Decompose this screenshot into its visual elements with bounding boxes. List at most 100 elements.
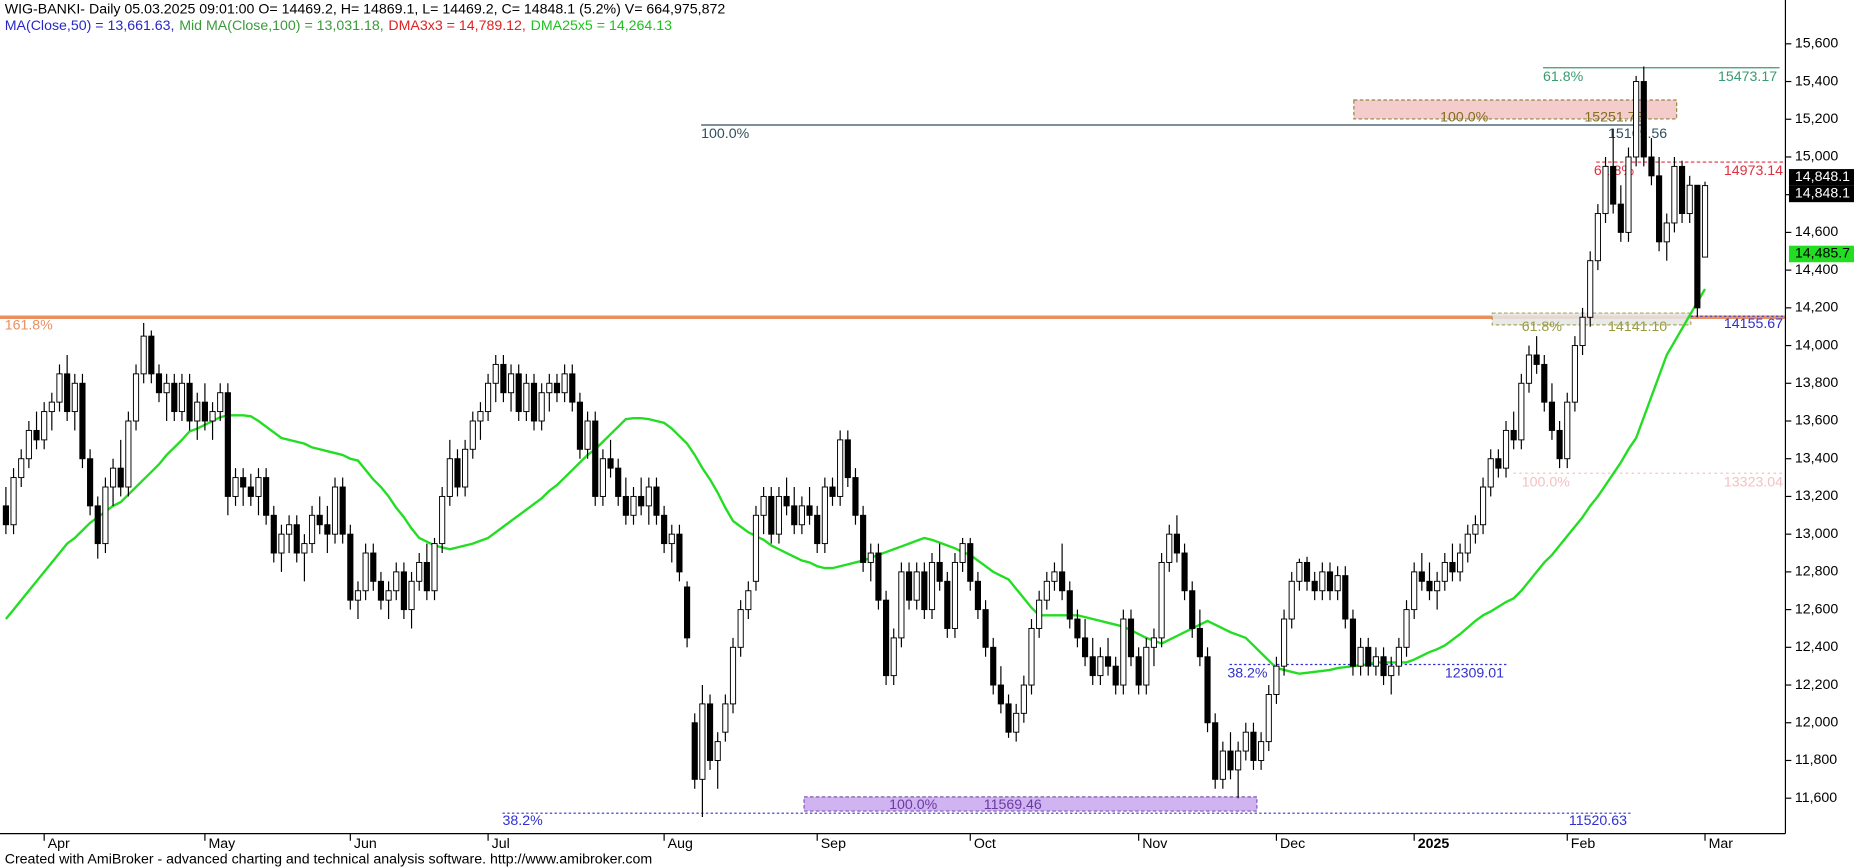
candle-body — [1701, 185, 1709, 258]
candle-body — [783, 495, 790, 507]
candle-body — [423, 561, 430, 592]
x-tick-label: Dec — [1280, 836, 1305, 852]
candle-body — [1127, 618, 1135, 658]
candle-body — [883, 599, 890, 677]
level-ratio: 38.2% — [1227, 666, 1268, 682]
y-tick-label: 14,000 — [1795, 337, 1838, 353]
candle-body — [1235, 750, 1242, 771]
candle-body — [469, 420, 476, 450]
level-ratio: 100.0% — [1440, 110, 1488, 126]
candle-body — [1372, 656, 1379, 667]
candle-body — [270, 514, 277, 554]
candle-body — [1449, 561, 1456, 573]
candle-body — [500, 363, 507, 394]
candle-body — [1303, 561, 1311, 582]
candle-body — [1441, 561, 1448, 582]
candle-body — [416, 561, 423, 582]
candle-body — [967, 543, 974, 582]
candle-body — [944, 580, 951, 629]
candle-body — [286, 524, 293, 535]
y-tick-label: 11,800 — [1795, 752, 1837, 768]
candle-body — [722, 703, 729, 733]
candle-body — [377, 580, 385, 601]
y-tick-label: 12,400 — [1795, 639, 1838, 655]
candle-body — [324, 524, 331, 535]
candle-body — [1112, 665, 1119, 686]
candle-body — [584, 420, 591, 450]
candle-body — [745, 590, 752, 611]
candle-body — [1005, 703, 1012, 733]
candle-body — [1074, 618, 1081, 639]
candle-body — [71, 382, 78, 413]
candle-body — [691, 722, 698, 780]
y-tick-label: 13,000 — [1795, 526, 1838, 542]
x-tick-label: Sep — [821, 836, 846, 852]
candle-body — [1457, 552, 1464, 573]
candle-body — [630, 495, 637, 516]
level-label: 14973.14 — [1724, 163, 1783, 179]
candle-body — [867, 552, 874, 563]
candle-body — [1380, 656, 1387, 677]
candle-body — [1502, 429, 1510, 469]
price-tag-label: 14,848.1 — [1795, 186, 1850, 202]
candle-body — [194, 401, 201, 422]
candle-body — [178, 382, 186, 413]
candle-body — [921, 571, 928, 611]
candle-body — [699, 703, 706, 780]
candle-body — [492, 363, 499, 384]
level-label: 11520.63 — [1569, 813, 1627, 829]
candle-body — [263, 477, 270, 516]
level-label: 15473.17 — [1718, 69, 1777, 85]
candle-body — [1656, 175, 1663, 243]
candle-body — [1571, 345, 1578, 403]
candle-body — [760, 495, 767, 516]
candle-body — [1036, 599, 1043, 629]
candle-body — [1610, 165, 1617, 205]
candle-body — [339, 486, 346, 535]
candle-body — [752, 514, 760, 582]
y-tick-label: 12,200 — [1795, 677, 1838, 693]
candle-body — [1625, 156, 1632, 233]
chart-title: WIG-BANKI- Daily 05.03.2025 09:01:00 O= … — [5, 1, 726, 17]
candle-body — [41, 411, 48, 441]
candle-body — [676, 533, 683, 573]
candle-body — [1426, 580, 1433, 592]
x-tick-label: Mar — [1709, 836, 1734, 852]
candle-body — [622, 495, 629, 516]
candle-body — [1686, 184, 1693, 215]
candle-body — [1418, 571, 1425, 582]
legend-entry: Mid MA(Close,100) = 13,031.18, — [179, 18, 383, 34]
candle-body — [293, 524, 300, 554]
candle-body — [1051, 571, 1058, 582]
level-label: 15251.78 — [1584, 110, 1643, 126]
candle-body — [684, 586, 691, 639]
candle-body — [224, 392, 231, 497]
y-tick-label: 15,400 — [1795, 73, 1838, 89]
candle-body — [1212, 722, 1219, 780]
candle-body — [431, 543, 438, 592]
candle-body — [928, 561, 936, 611]
candle-body — [1365, 646, 1372, 667]
candle-body — [64, 373, 71, 413]
candle-body — [737, 609, 744, 648]
candle-body — [2, 505, 9, 526]
candle-body — [1648, 156, 1655, 177]
candle-body — [806, 505, 813, 516]
price-tag — [1788, 169, 1854, 186]
level-label: 14155.67 — [1724, 316, 1783, 332]
candle-body — [370, 552, 377, 582]
candle-body — [109, 467, 117, 488]
y-tick-label: 12,600 — [1795, 601, 1838, 617]
candle-body — [278, 533, 285, 554]
candle-body — [1579, 316, 1586, 347]
candle-body — [79, 382, 86, 460]
level-box — [1353, 99, 1678, 120]
candle-body — [599, 458, 606, 497]
candle-body — [997, 684, 1004, 705]
candle-body — [1104, 656, 1112, 667]
candle-body — [507, 373, 515, 394]
candle-body — [821, 486, 828, 545]
candle-body — [1081, 637, 1089, 658]
footer: Created with AmiBroker - advanced charti… — [5, 851, 652, 867]
